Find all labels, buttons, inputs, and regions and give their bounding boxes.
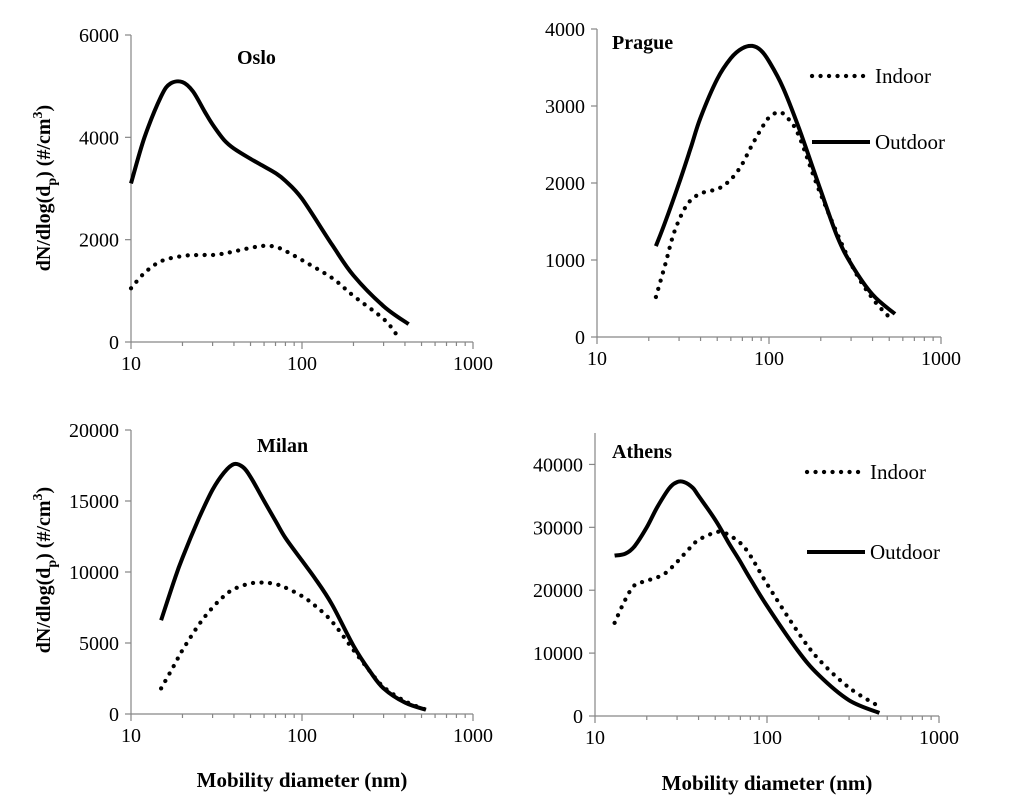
y-tick-label: 5000: [79, 633, 119, 655]
series-line-outdoor: [159, 461, 427, 712]
y-tick-label: 0: [109, 332, 119, 354]
panel-title: Athens: [612, 441, 672, 463]
y-tick-label: 4000: [79, 127, 119, 149]
x-tick-label: 100: [752, 727, 782, 749]
y-tick-label: 30000: [533, 517, 583, 539]
legend-label-indoor: Indoor: [870, 460, 926, 484]
y-tick-label: 15000: [69, 491, 119, 513]
y-axis-label: dN/dlog(dp) (#/cm3): [31, 487, 60, 653]
y-tick-label: 0: [109, 704, 119, 726]
y-tick-label: 0: [575, 327, 585, 349]
series-line-outdoor: [654, 43, 897, 316]
series-line-indoor: [128, 243, 400, 338]
y-tick-label: 20000: [69, 420, 119, 442]
panel-athens: 0 10000 20000 30000 40000 10 100 1000 Athens Indo…: [533, 433, 959, 795]
y-tick-label: 1000: [545, 250, 585, 272]
panel-oslo: 0 2000 4000 6000 10 100 1000 Oslo dN/dlog(dp) (#…: [31, 25, 493, 375]
y-axis-label: dN/dlog(dp) (#/cm3): [31, 105, 60, 271]
legend-label-outdoor: Outdoor: [875, 130, 945, 154]
y-tick-label: 10000: [69, 562, 119, 584]
series-line-outdoor: [129, 79, 410, 326]
legend-label-indoor: Indoor: [875, 64, 931, 88]
series-line-outdoor: [614, 479, 881, 715]
y-tick-label: 10000: [533, 643, 583, 665]
x-axis-label: Mobility diameter (nm): [662, 771, 873, 795]
y-tick-label: 0: [573, 706, 583, 728]
x-tick-label: 10: [121, 725, 141, 747]
x-tick-label: 1000: [919, 727, 959, 749]
x-tick-label: 100: [754, 348, 784, 370]
y-tick-label: 4000: [545, 19, 585, 41]
y-tick-label: 2000: [79, 230, 119, 252]
series-line-indoor: [612, 529, 882, 709]
legend-label-outdoor: Outdoor: [870, 540, 940, 564]
y-tick-label: 40000: [533, 454, 583, 476]
panel-milan: 0 5000 10000 15000 20000 10 100 1000 Milan dN/dlo…: [31, 420, 493, 792]
x-tick-label: 1000: [453, 353, 493, 375]
panel-prague: 0 1000 2000 3000 4000 10 100 1000 Prague Indoor Ou…: [545, 19, 961, 370]
x-tick-label: 100: [287, 353, 317, 375]
panel-title: Oslo: [237, 47, 276, 69]
y-tick-label: 3000: [545, 96, 585, 118]
panel-title: Prague: [612, 32, 673, 54]
x-tick-label: 100: [287, 725, 317, 747]
series-line-indoor: [653, 110, 895, 323]
y-tick-label: 6000: [79, 25, 119, 47]
y-tick-label: 2000: [545, 173, 585, 195]
x-tick-label: 10: [585, 727, 605, 749]
x-tick-label: 1000: [453, 725, 493, 747]
x-tick-label: 1000: [921, 348, 961, 370]
x-axis-label: Mobility diameter (nm): [197, 768, 408, 792]
x-tick-label: 10: [121, 353, 141, 375]
panel-title: Milan: [257, 435, 308, 457]
y-tick-label: 20000: [533, 580, 583, 602]
x-tick-label: 10: [587, 348, 607, 370]
